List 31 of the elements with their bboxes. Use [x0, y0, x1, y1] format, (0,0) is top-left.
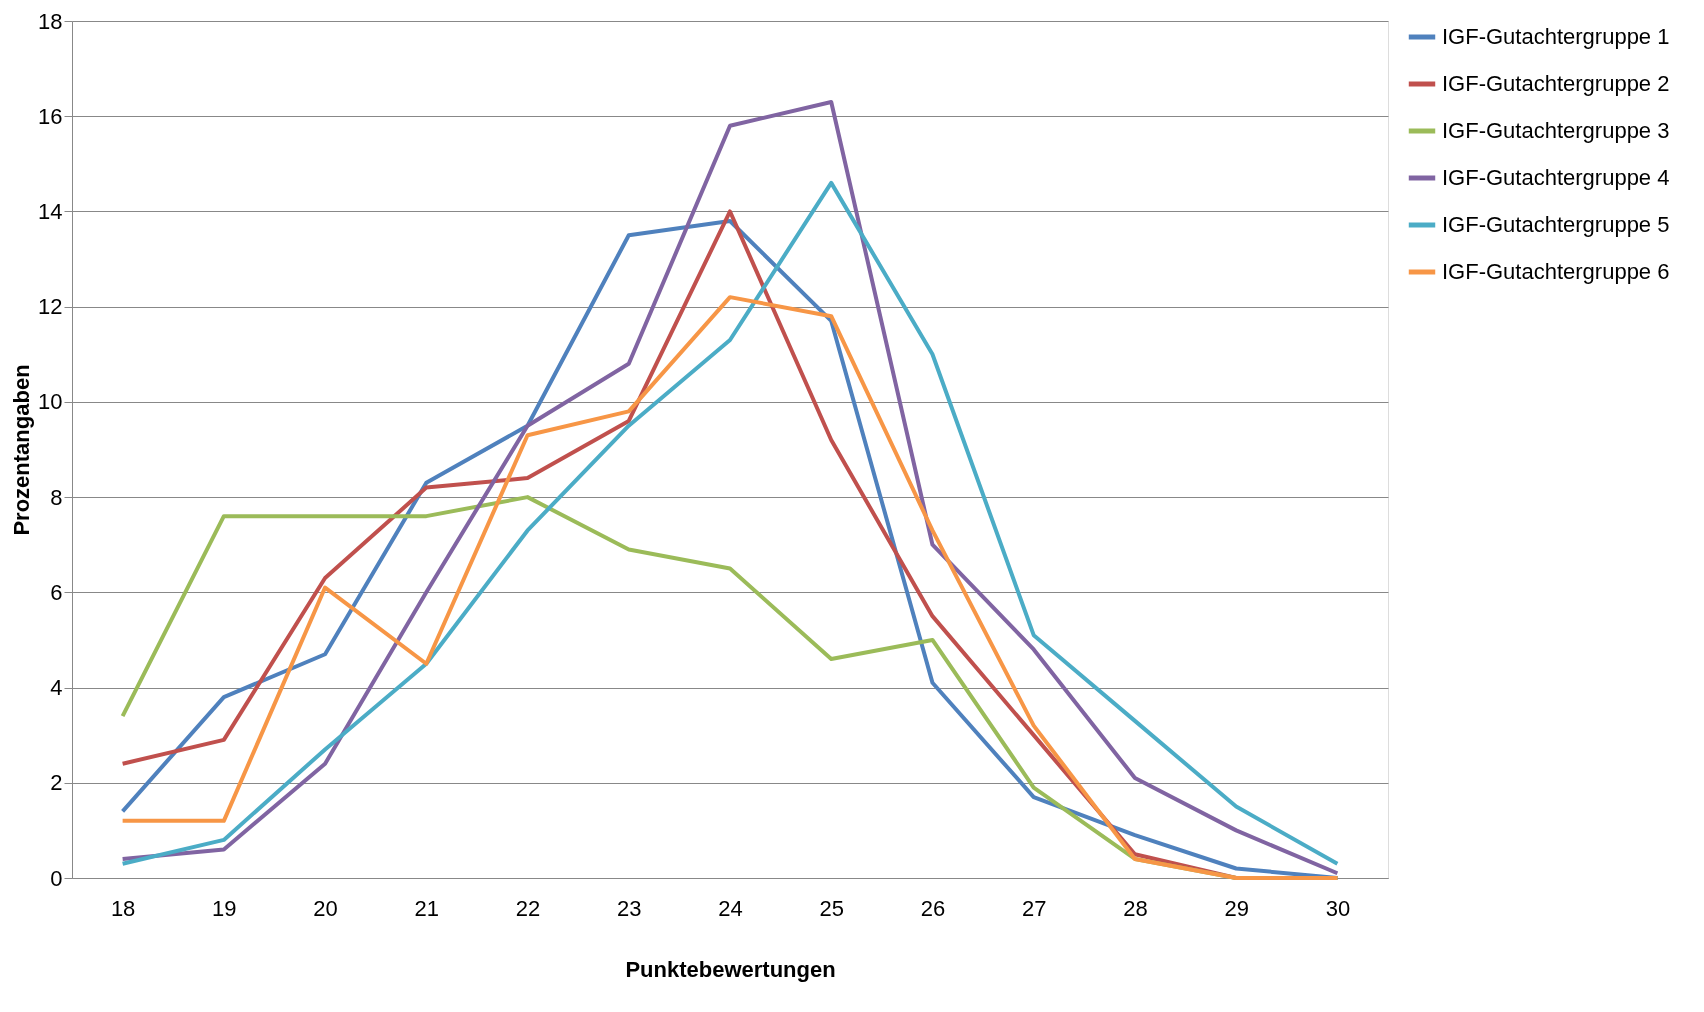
y-tick-label: 8 — [50, 484, 63, 510]
x-tick-label: 21 — [414, 895, 440, 921]
y-tick-label: 12 — [38, 294, 63, 320]
y-tick-label: 14 — [38, 198, 63, 224]
legend-label: IGF-Gutachtergruppe 4 — [1442, 165, 1670, 190]
x-tick-label: 25 — [819, 895, 844, 921]
legend-label: IGF-Gutachtergruppe 1 — [1442, 24, 1670, 49]
y-tick-label: 18 — [38, 8, 63, 34]
legend-label: IGF-Gutachtergruppe 5 — [1442, 212, 1670, 237]
x-tick-label: 26 — [920, 895, 946, 921]
x-tick-label: 18 — [110, 895, 136, 921]
x-tick-label: 19 — [212, 895, 237, 921]
y-tick-label: 0 — [50, 865, 63, 891]
y-tick-label: 2 — [50, 770, 63, 796]
x-tick-label: 29 — [1224, 895, 1249, 921]
y-axis-title: Prozentangaben — [9, 364, 35, 536]
y-tick-label: 6 — [50, 579, 63, 605]
y-tick-label: 4 — [50, 675, 63, 701]
legend-label: IGF-Gutachtergruppe 6 — [1442, 259, 1670, 284]
x-tick-label: 24 — [718, 895, 743, 921]
x-tick-label: 23 — [617, 895, 642, 921]
x-tick-label: 27 — [1021, 895, 1047, 921]
x-tick-label: 20 — [313, 895, 338, 921]
legend-label: IGF-Gutachtergruppe 2 — [1442, 71, 1670, 96]
x-tick-label: 28 — [1123, 895, 1148, 921]
y-tick-label: 10 — [38, 389, 63, 415]
y-tick-label: 16 — [38, 103, 63, 129]
x-axis-title: Punktebewertungen — [625, 956, 836, 982]
legend-label: IGF-Gutachtergruppe 3 — [1442, 118, 1670, 143]
x-tick-label: 22 — [515, 895, 541, 921]
x-tick-label: 30 — [1325, 895, 1351, 921]
